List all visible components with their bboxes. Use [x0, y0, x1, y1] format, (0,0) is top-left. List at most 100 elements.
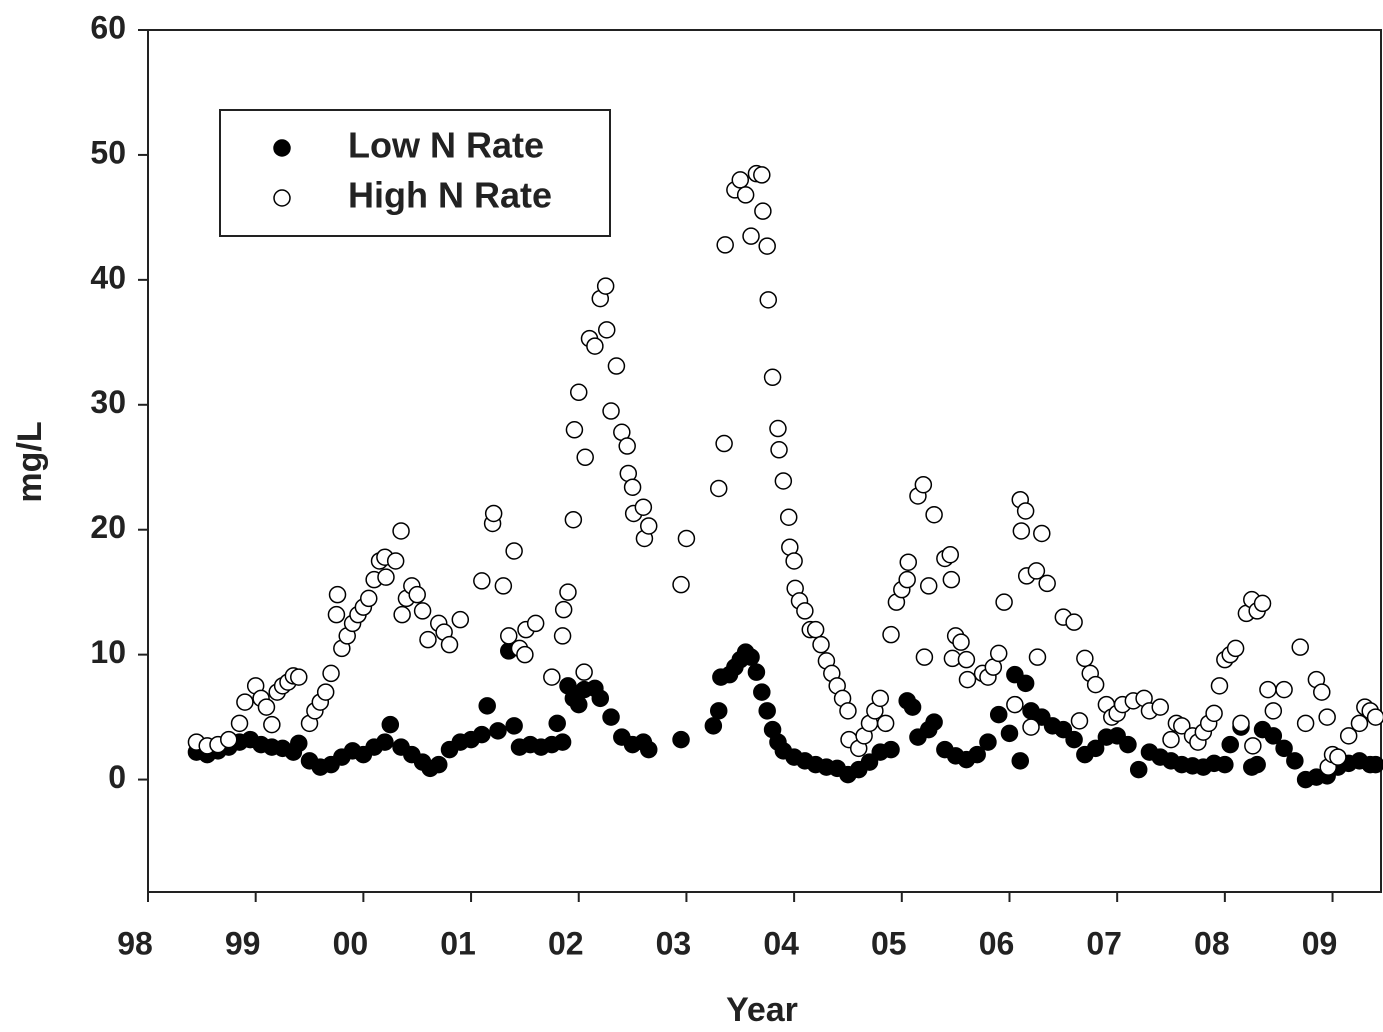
x-tick-label: 01: [440, 925, 476, 961]
point: [516, 645, 534, 664]
x-tick-label: 99: [225, 925, 261, 961]
point: [1006, 695, 1024, 714]
point: [430, 755, 448, 774]
point: [876, 714, 895, 733]
point: [1162, 730, 1180, 749]
y-tick-label: 30: [90, 384, 126, 420]
x-tick-label: 98: [117, 925, 153, 961]
point: [1119, 735, 1137, 754]
y-tick-label: 0: [108, 759, 126, 795]
point: [758, 702, 776, 720]
point: [1038, 574, 1056, 593]
y-tick-label: 60: [90, 9, 126, 45]
point: [747, 663, 766, 681]
point: [440, 635, 459, 654]
point: [526, 614, 545, 633]
point: [1339, 727, 1358, 745]
point: [1216, 755, 1234, 774]
point: [553, 733, 572, 751]
point: [785, 552, 803, 570]
y-tick-label: 10: [90, 634, 126, 670]
point: [1070, 712, 1089, 730]
legend-marker: [273, 189, 291, 207]
x-tick-label: 09: [1302, 925, 1338, 961]
point: [1022, 718, 1040, 736]
point: [1313, 683, 1331, 701]
point: [957, 650, 976, 669]
point: [220, 730, 238, 749]
point: [942, 570, 961, 589]
point: [672, 730, 690, 749]
point: [576, 448, 594, 467]
point: [596, 277, 615, 295]
plot-frame: [147, 29, 1382, 893]
point: [1027, 562, 1046, 580]
point: [989, 705, 1008, 724]
point: [759, 291, 778, 309]
x-axis-title: Year: [726, 991, 798, 1029]
point: [1291, 638, 1309, 656]
point: [753, 166, 771, 184]
point: [709, 702, 728, 720]
point: [1151, 698, 1169, 716]
point: [1054, 720, 1073, 739]
point: [554, 600, 573, 619]
legend-box: [219, 109, 611, 237]
point: [1366, 708, 1383, 726]
point: [484, 504, 503, 523]
point: [769, 419, 787, 438]
point: [925, 713, 943, 731]
legend-label: High N Rate: [348, 175, 552, 216]
point: [995, 593, 1013, 611]
point: [1221, 735, 1239, 754]
point: [709, 479, 728, 498]
point: [871, 689, 890, 708]
point: [618, 437, 636, 455]
point: [376, 733, 394, 751]
point: [1086, 739, 1105, 758]
point: [1016, 674, 1035, 693]
point: [1065, 613, 1083, 631]
point: [770, 441, 788, 459]
point: [328, 585, 347, 604]
point: [639, 517, 658, 535]
point: [763, 368, 782, 387]
point: [543, 668, 561, 686]
x-tick-label: 00: [333, 925, 369, 961]
point: [1244, 737, 1262, 755]
point: [715, 434, 733, 453]
point: [716, 236, 734, 254]
point: [505, 542, 523, 560]
point: [451, 610, 470, 629]
point: [322, 664, 340, 683]
point: [731, 171, 750, 189]
point: [1033, 524, 1051, 543]
point: [1011, 752, 1030, 770]
point: [736, 186, 755, 204]
point: [704, 717, 723, 735]
point: [1275, 680, 1293, 699]
point: [499, 627, 518, 645]
point: [569, 383, 588, 402]
point: [1129, 760, 1148, 779]
point: [360, 589, 378, 608]
point: [392, 522, 410, 540]
point: [1264, 702, 1283, 720]
point: [915, 648, 934, 666]
point: [899, 553, 918, 571]
point: [602, 402, 620, 420]
point: [377, 568, 395, 586]
point: [473, 725, 491, 744]
point: [230, 714, 249, 733]
point: [1028, 648, 1047, 666]
point: [591, 689, 610, 708]
point: [989, 644, 1008, 663]
point: [316, 683, 335, 701]
point: [1248, 755, 1266, 774]
point: [597, 321, 616, 339]
point: [796, 602, 814, 620]
point: [419, 630, 437, 649]
point: [952, 633, 970, 651]
x-tick-label: 08: [1194, 925, 1230, 961]
point: [413, 602, 432, 620]
